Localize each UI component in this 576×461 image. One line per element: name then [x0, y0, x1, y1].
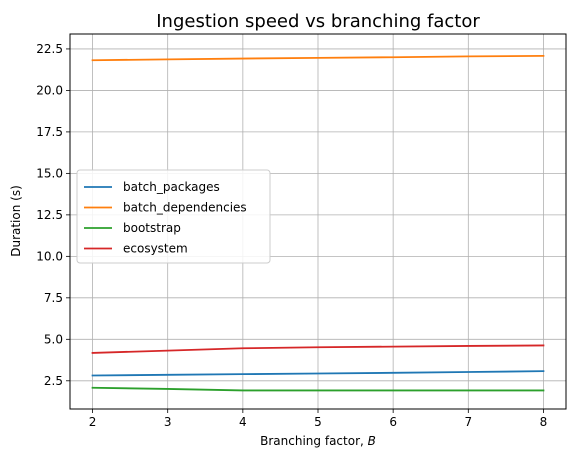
x-tick-label: 7: [464, 415, 472, 429]
y-tick-label: 5.0: [44, 332, 63, 346]
legend: batch_packages batch_dependencies bootstra…: [76, 169, 271, 264]
y-tick-label: 10.0: [36, 249, 63, 263]
legend-label-bootstrap: bootstrap: [123, 221, 181, 235]
y-tick-label: 15.0: [36, 166, 63, 180]
legend-label-batch-dependencies: batch_dependencies: [123, 201, 247, 215]
legend-label-batch-packages: batch_packages: [123, 180, 220, 194]
series-line-ecosystem: [91, 344, 545, 354]
legend-box: [76, 169, 271, 264]
x-tick-label: 4: [239, 415, 247, 429]
y-tick-label: 2.5: [44, 374, 63, 388]
chart-title: Ingestion speed vs branching factor: [156, 11, 480, 32]
legend-label-ecosystem: ecosystem: [123, 242, 188, 256]
x-axis-label: Branching factor, B: [260, 434, 376, 448]
grid-lines: [70, 34, 566, 409]
x-tick-label: 2: [89, 415, 97, 429]
x-axis-ticks: 2 3 4 5 6 7 8: [89, 409, 548, 429]
x-tick-label: 6: [389, 415, 397, 429]
series-line-batch-dependencies: [91, 54, 545, 62]
x-tick-label: 8: [540, 415, 548, 429]
y-tick-label: 20.0: [36, 83, 63, 97]
series-line-batch-packages: [91, 370, 545, 377]
legend-items: batch_packages batch_dependencies bootstra…: [84, 180, 247, 256]
series-line-bootstrap: [91, 386, 545, 392]
y-tick-label: 7.5: [44, 291, 63, 305]
y-axis-label: Duration (s): [9, 185, 23, 257]
x-axis-label-variable: B: [368, 434, 376, 448]
y-tick-label: 22.5: [36, 42, 63, 56]
series-lines: [91, 54, 545, 392]
x-tick-label: 5: [314, 415, 322, 429]
y-tick-label: 17.5: [36, 125, 63, 139]
y-tick-label: 12.5: [36, 208, 63, 222]
x-tick-label: 3: [164, 415, 172, 429]
x-axis-label-prefix: Branching factor,: [260, 434, 367, 448]
y-axis-ticks: 2.5 5.0 7.5 10.0 12.5 15.0 17.5 20.0 22.5: [36, 42, 70, 388]
